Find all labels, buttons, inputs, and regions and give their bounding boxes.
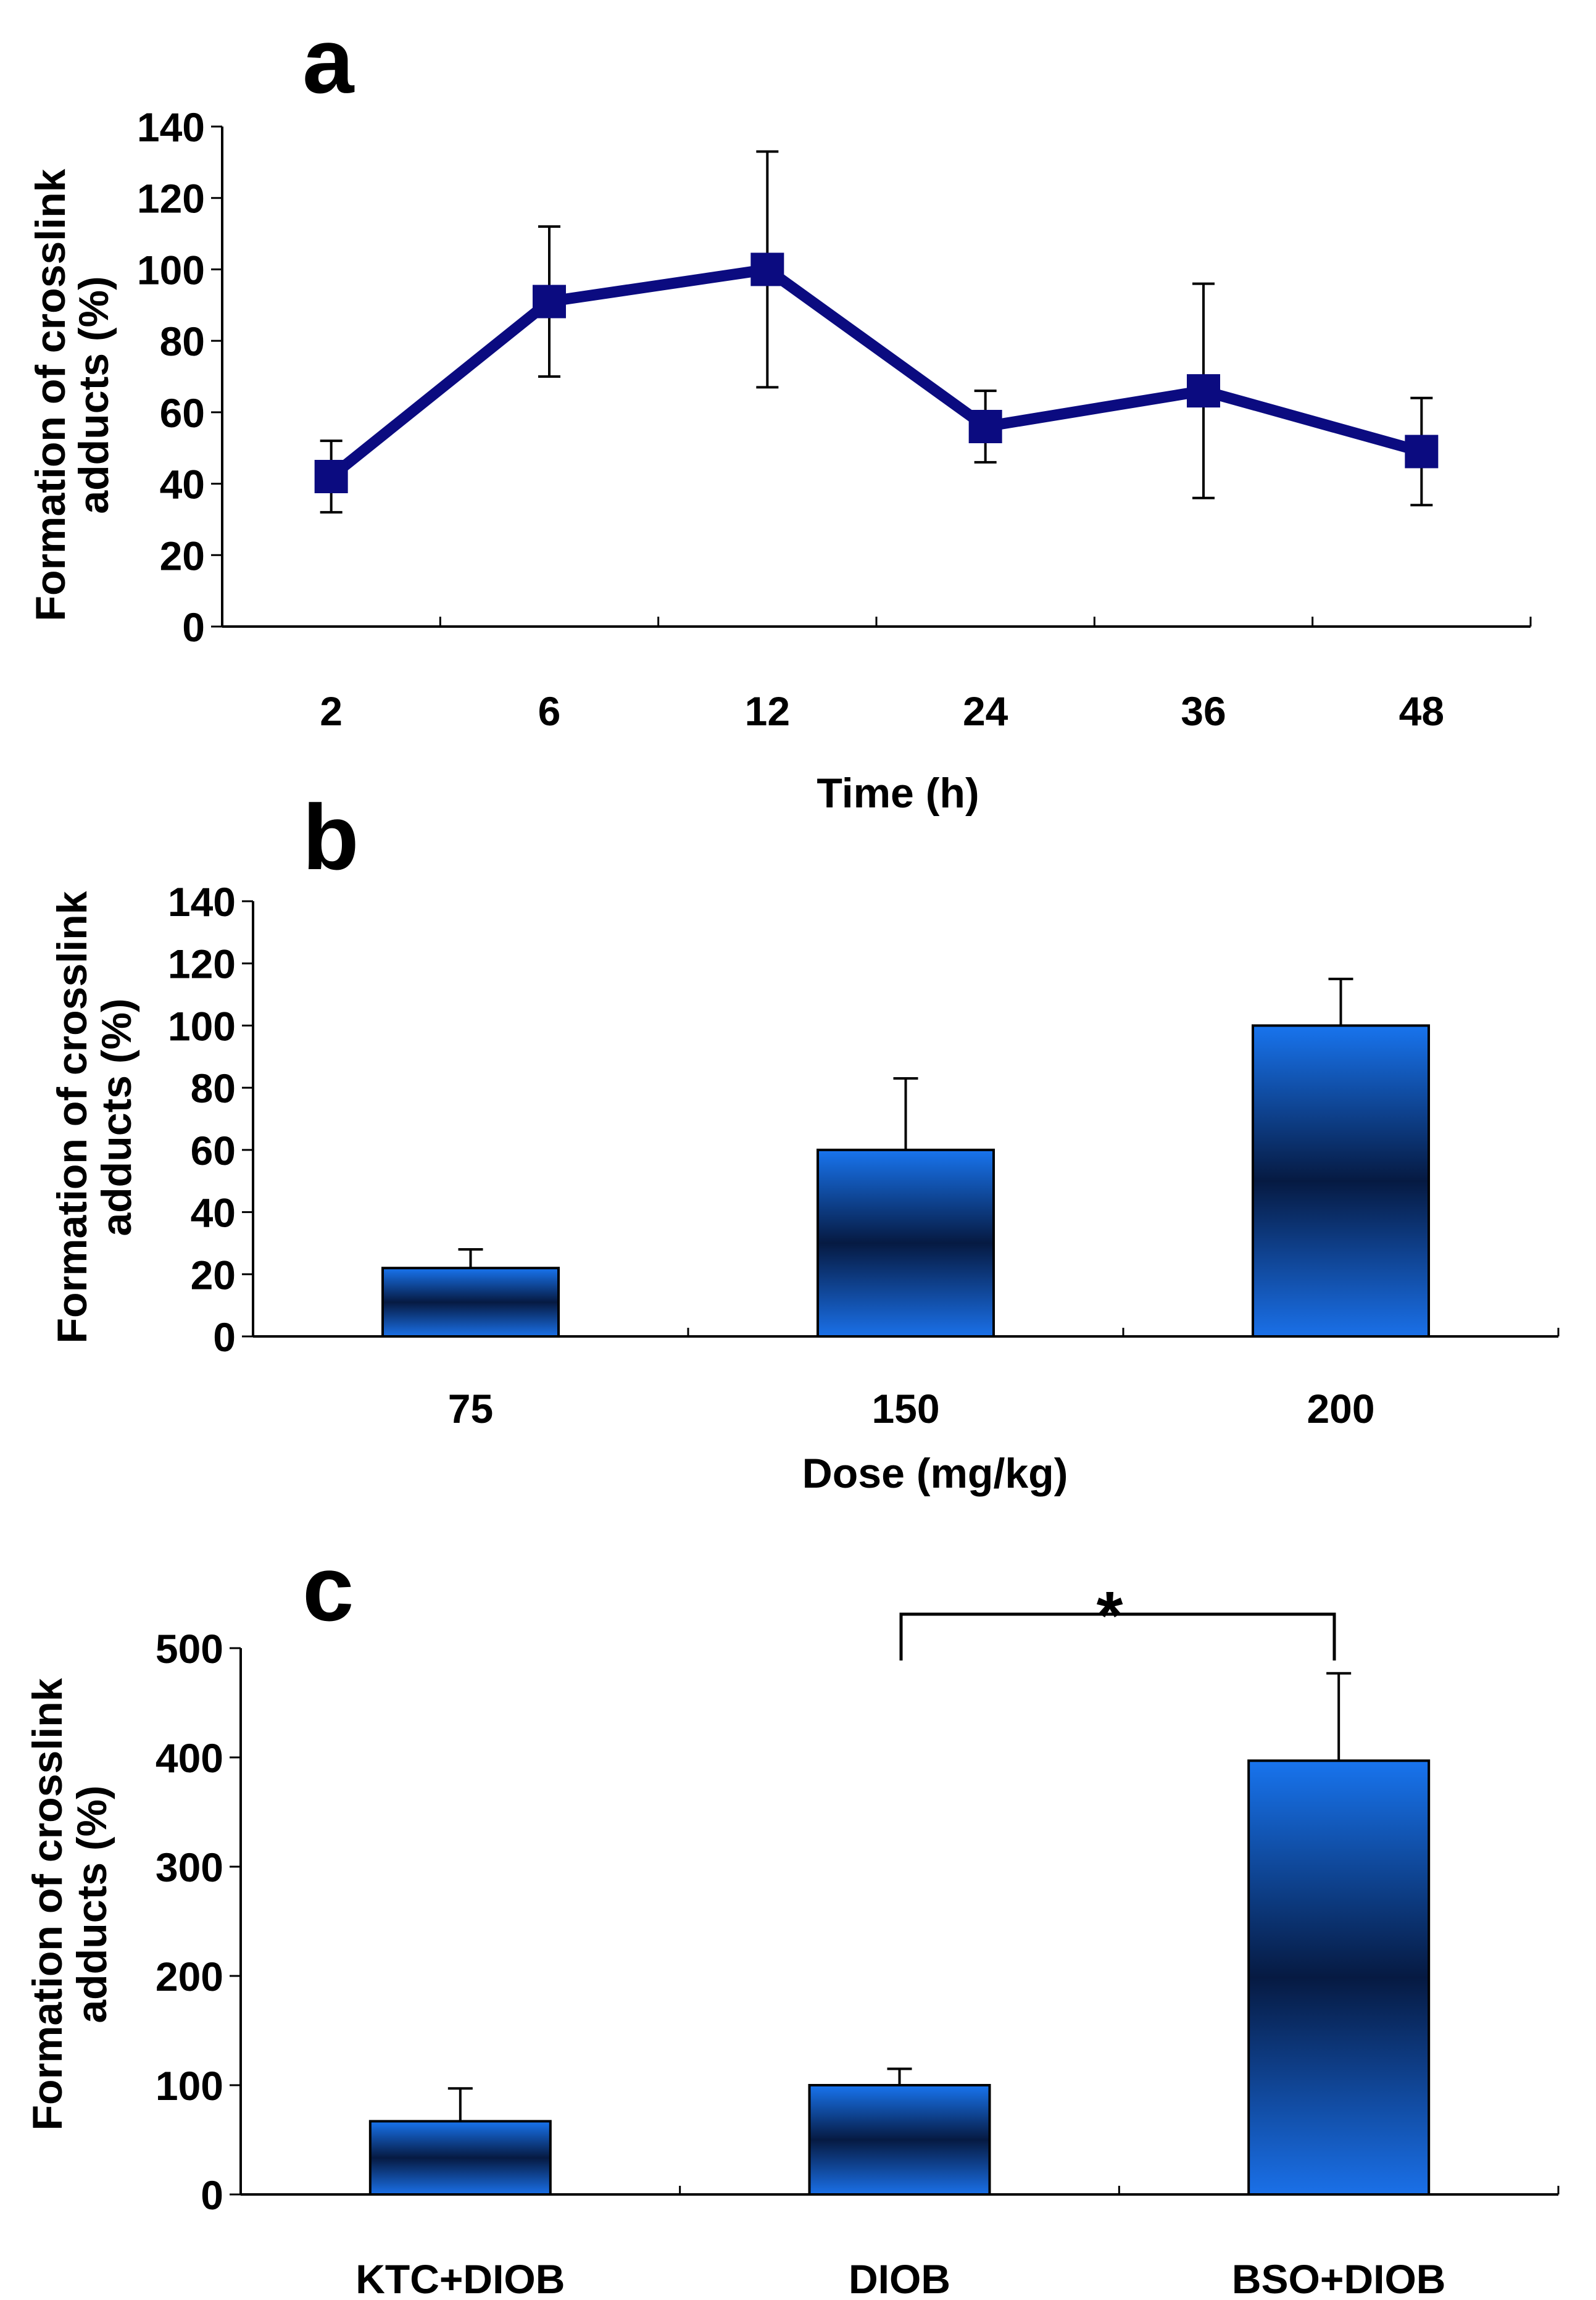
panel-b-bar-0 [381,1267,560,1338]
panel-b-letter: b [302,785,359,889]
panel-a-x-tick-label-5: 48 [1399,688,1444,734]
panel-a-y-ticks: 0 20 40 60 80 100 120 140 [137,104,222,650]
panel-a-point-0 [314,460,348,493]
panel-a-x-ticks [439,617,1532,627]
panel-b: b Formation of crosslink adducts (%) 0 20… [49,785,1560,1497]
panel-a-ylabel-line1: Formation of crosslink [27,169,74,621]
panel-b-ylabel-line2: adducts (%) [93,998,140,1236]
panel-b-bar-2 [1252,1024,1430,1338]
panel-c-y-tick-label-5: 500 [156,1626,223,1672]
panel-c-significance-bracket [899,1612,1336,1660]
panel-a-x-tick-label-1: 6 [538,688,561,734]
panel-a-point-4 [1187,374,1220,408]
panel-c-bar-2 [1247,1759,1431,2196]
panel-b-y-tick-label-1: 20 [191,1252,236,1298]
panel-b-x-tick-label-1: 150 [871,1386,939,1431]
panel-c-ylabel-line1: Formation of crosslink [24,1678,71,2130]
panel-c-x-tick-label-0: KTC+DIOB [355,2256,565,2300]
panel-a-point-5 [1405,435,1439,469]
panel-a-x-tick-labels: 2 6 12 24 36 48 [320,688,1444,734]
panel-b-y-tick-label-5: 100 [168,1003,236,1049]
panel-c-y-tick-label-3: 300 [156,1844,223,1890]
panel-c-bars [368,1759,1431,2196]
panel-a-y-tick-label-6: 120 [137,176,205,222]
panel-a-error-bars [320,150,1433,514]
panel-a-ylabel-line2: adducts (%) [70,276,117,514]
panel-a-series-line [328,264,1423,481]
panel-c-x-tick-labels: KTC+DIOB DIOB BSO+DIOB [355,2256,1445,2300]
panel-a-y-tick-label-1: 20 [160,533,205,578]
panel-b-y-ticks: 0 20 40 60 80 100 120 140 [168,879,253,1360]
panel-c-ylabel-line2: adducts (%) [69,1785,115,2023]
panel-b-y-tick-label-7: 140 [168,879,236,925]
panel-a-point-1 [533,285,566,319]
panel-b-x-tick-label-2: 200 [1307,1386,1374,1431]
panel-b-ylabel-line1: Formation of crosslink [49,891,96,1343]
panel-a-letter: a [302,9,355,112]
panel-c-bar-0 [368,2120,552,2196]
panel-a-markers [314,252,1439,493]
panel-a-x-tick-label-0: 2 [320,688,343,734]
panel-b-x-tick-labels: 75 150 200 [448,1386,1375,1431]
panel-c-x-tick-label-2: BSO+DIOB [1232,2256,1446,2300]
panel-c-y-ticks: 0 100 200 300 400 500 [156,1626,241,2218]
panel-c-y-tick-label-4: 400 [156,1735,223,1781]
panel-a-x-tick-label-3: 24 [963,688,1008,734]
panel-a-point-2 [750,252,784,286]
panel-b-y-tick-label-3: 60 [191,1128,236,1173]
panel-a-y-tick-label-7: 140 [137,104,205,150]
panel-c: c Formation of crosslink adducts (%) 0 10… [24,1536,1560,2300]
panel-a-y-tick-label-3: 60 [160,390,205,436]
panel-b-y-tick-label-6: 120 [168,941,236,987]
panel-a-y-tick-label-0: 0 [182,604,205,650]
panel-a-y-tick-label-2: 40 [160,462,205,507]
panel-b-y-tick-label-4: 80 [191,1065,236,1111]
panel-a-y-tick-label-5: 100 [137,247,205,293]
panel-c-y-tick-label-1: 100 [156,2063,223,2109]
panel-c-letter: c [302,1536,354,1640]
panel-b-x-ticks [687,1328,1560,1336]
panel-b-bars [381,1024,1430,1338]
panel-c-error-bars [447,1672,1352,2146]
panel-b-y-tick-label-0: 0 [213,1314,236,1360]
panel-c-y-tick-label-0: 0 [201,2172,223,2218]
panel-a: a Formation of crosslink adducts (%) 020… [27,9,1532,817]
panel-a-x-tick-label-2: 12 [745,688,790,734]
panel-b-y-tick-label-2: 40 [191,1190,236,1236]
panel-a-ylabel: Formation of crosslink adducts (%) [27,169,117,621]
panel-c-x-tick-label-1: DIOB [849,2256,950,2300]
panel-b-bar-1 [817,1148,995,1338]
panel-a-xlabel: Time (h) [817,770,979,817]
panel-a-point-3 [968,410,1002,443]
panel-b-x-tick-label-0: 75 [448,1386,493,1431]
panel-a-y-tick-label-4: 80 [160,319,205,364]
panel-b-xlabel: Dose (mg/kg) [802,1450,1068,1497]
panel-c-bar-1 [808,2084,991,2196]
panel-c-x-ticks [679,2186,1560,2194]
panel-c-significance-star: * [1097,1578,1123,1654]
panel-c-y-tick-label-2: 200 [156,1954,223,1999]
panel-a-x-tick-label-4: 36 [1181,688,1226,734]
